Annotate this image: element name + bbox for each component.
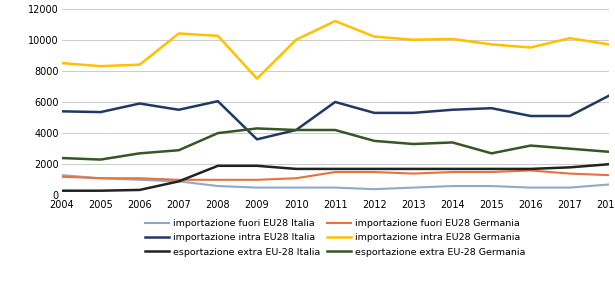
esportazione extra EU-28 Germania [58,156,65,160]
importazione fuori EU28 Italia [566,186,573,189]
importazione intra EU28 Italia [566,114,573,118]
importazione fuori EU28 Germania [175,178,183,182]
importazione fuori EU28 Italia [331,186,339,189]
esportazione extra EU-28 Germania [605,150,613,154]
esportazione extra EU-28 Germania [175,148,183,152]
importazione intra EU28 Germania [566,36,573,40]
importazione fuori EU28 Germania [527,169,534,172]
importazione intra EU28 Italia [253,138,261,141]
esportazione extra EU-28 Italia [371,167,378,171]
Legend: importazione fuori EU28 Italia, importazione intra EU28 Italia, esportazione ext: importazione fuori EU28 Italia, importaz… [142,216,528,259]
importazione intra EU28 Italia [449,108,456,112]
Line: importazione intra EU28 Germania: importazione intra EU28 Germania [62,21,609,79]
esportazione extra EU-28 Germania [253,127,261,130]
importazione intra EU28 Italia [331,100,339,104]
importazione intra EU28 Italia [97,110,105,114]
importazione fuori EU28 Germania [605,173,613,177]
importazione intra EU28 Italia [410,111,417,115]
importazione intra EU28 Italia [175,108,183,112]
Line: importazione fuori EU28 Italia: importazione fuori EU28 Italia [62,175,609,189]
importazione intra EU28 Germania [371,35,378,38]
importazione fuori EU28 Germania [136,176,143,180]
esportazione extra EU-28 Italia [175,180,183,183]
esportazione extra EU-28 Italia [214,164,221,168]
importazione intra EU28 Germania [605,43,613,46]
importazione fuori EU28 Germania [58,175,65,178]
esportazione extra EU-28 Italia [449,167,456,171]
Line: importazione fuori EU28 Germania: importazione fuori EU28 Germania [62,170,609,180]
importazione intra EU28 Italia [371,111,378,115]
importazione fuori EU28 Italia [175,180,183,183]
importazione intra EU28 Germania [175,32,183,35]
importazione intra EU28 Italia [58,110,65,113]
esportazione extra EU-28 Italia [527,167,534,171]
esportazione extra EU-28 Germania [214,131,221,135]
importazione fuori EU28 Italia [449,184,456,188]
importazione intra EU28 Germania [449,37,456,41]
esportazione extra EU-28 Italia [605,162,613,166]
esportazione extra EU-28 Germania [566,147,573,150]
importazione fuori EU28 Italia [410,186,417,189]
importazione intra EU28 Germania [58,61,65,65]
importazione fuori EU28 Italia [253,186,261,189]
importazione intra EU28 Germania [331,19,339,23]
importazione fuori EU28 Germania [566,172,573,175]
importazione intra EU28 Italia [527,114,534,118]
importazione intra EU28 Germania [410,38,417,41]
esportazione extra EU-28 Germania [136,152,143,155]
esportazione extra EU-28 Italia [566,166,573,169]
Line: esportazione extra EU-28 Italia: esportazione extra EU-28 Italia [62,164,609,191]
importazione fuori EU28 Italia [527,186,534,189]
importazione intra EU28 Germania [488,43,495,46]
esportazione extra EU-28 Italia [410,167,417,171]
importazione intra EU28 Italia [136,102,143,105]
importazione fuori EU28 Germania [331,170,339,174]
importazione fuori EU28 Italia [97,176,105,180]
importazione intra EU28 Italia [292,128,300,132]
esportazione extra EU-28 Germania [527,144,534,147]
importazione fuori EU28 Italia [214,184,221,188]
esportazione extra EU-28 Germania [410,142,417,146]
importazione intra EU28 Germania [527,46,534,49]
esportazione extra EU-28 Italia [331,167,339,171]
importazione fuori EU28 Germania [410,172,417,175]
esportazione extra EU-28 Germania [97,158,105,161]
importazione intra EU28 Italia [605,94,613,98]
importazione fuori EU28 Germania [97,176,105,180]
importazione intra EU28 Germania [253,77,261,80]
esportazione extra EU-28 Italia [136,188,143,192]
importazione intra EU28 Italia [488,106,495,110]
importazione fuori EU28 Germania [292,176,300,180]
importazione intra EU28 Germania [292,38,300,41]
importazione intra EU28 Germania [97,64,105,68]
esportazione extra EU-28 Germania [371,139,378,143]
esportazione extra EU-28 Italia [488,167,495,171]
esportazione extra EU-28 Italia [97,189,105,192]
importazione fuori EU28 Italia [488,184,495,188]
Line: esportazione extra EU-28 Germania: esportazione extra EU-28 Germania [62,128,609,160]
importazione fuori EU28 Germania [214,178,221,182]
Line: importazione intra EU28 Italia: importazione intra EU28 Italia [62,96,609,139]
importazione fuori EU28 Germania [488,170,495,174]
importazione fuori EU28 Italia [58,173,65,177]
esportazione extra EU-28 Italia [253,164,261,168]
importazione intra EU28 Italia [214,100,221,103]
importazione fuori EU28 Germania [371,170,378,174]
importazione fuori EU28 Italia [605,183,613,186]
importazione intra EU28 Germania [136,63,143,66]
importazione fuori EU28 Italia [292,186,300,189]
esportazione extra EU-28 Germania [488,152,495,155]
esportazione extra EU-28 Italia [292,167,300,171]
importazione fuori EU28 Italia [371,187,378,191]
esportazione extra EU-28 Germania [292,128,300,132]
esportazione extra EU-28 Germania [331,128,339,132]
esportazione extra EU-28 Italia [58,189,65,192]
importazione fuori EU28 Germania [253,178,261,182]
esportazione extra EU-28 Germania [449,141,456,144]
importazione fuori EU28 Italia [136,178,143,182]
importazione fuori EU28 Germania [449,170,456,174]
importazione intra EU28 Germania [214,34,221,37]
